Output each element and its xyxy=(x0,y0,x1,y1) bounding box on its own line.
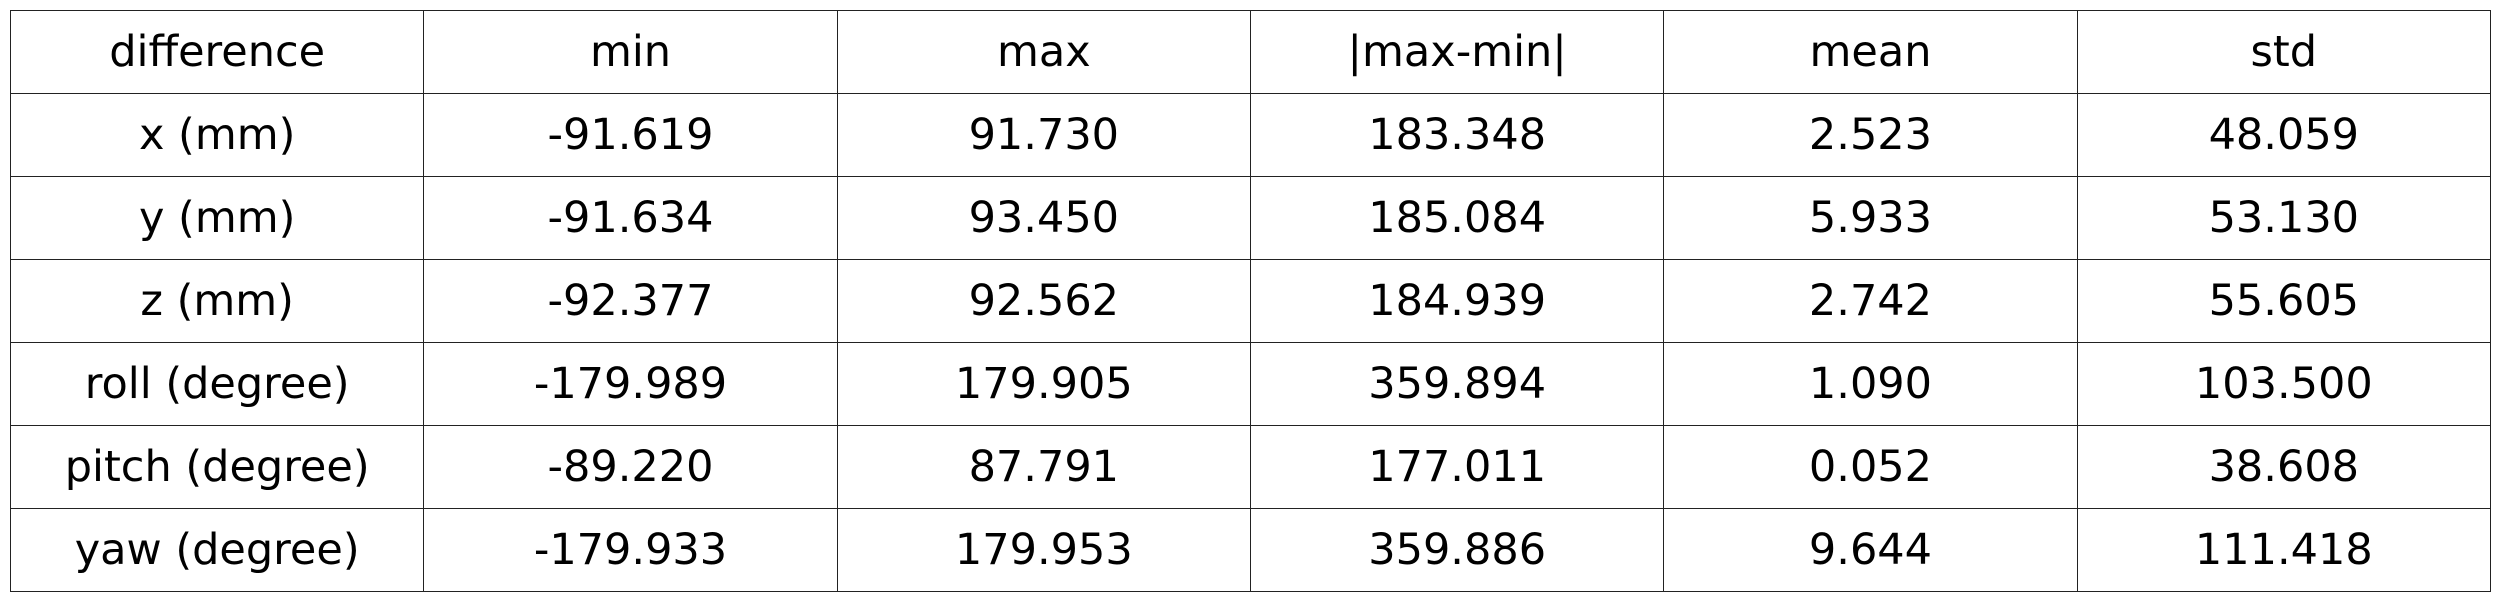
cell-mean: 2.742 xyxy=(1663,259,2078,343)
cell-std: 48.059 xyxy=(2076,93,2492,177)
cell-min: -91.634 xyxy=(423,176,838,260)
cell-range: 359.894 xyxy=(1249,342,1665,426)
cell-max: 179.953 xyxy=(836,508,1251,592)
column-header-range: |max-min| xyxy=(1249,10,1665,94)
cell-mean: 5.933 xyxy=(1663,176,2078,260)
cell-mean: 9.644 xyxy=(1663,508,2078,592)
row-label: pitch (degree) xyxy=(9,425,425,509)
table-row: x (mm) -91.619 91.730 183.348 2.523 48.0… xyxy=(9,93,2492,177)
cell-max: 92.562 xyxy=(836,259,1251,343)
row-label: yaw (degree) xyxy=(9,508,425,592)
cell-range: 185.084 xyxy=(1249,176,1665,260)
cell-max: 87.791 xyxy=(836,425,1251,509)
row-label: x (mm) xyxy=(9,93,425,177)
row-label: y (mm) xyxy=(9,176,425,260)
cell-std: 55.605 xyxy=(2076,259,2492,343)
row-label: z (mm) xyxy=(9,259,425,343)
cell-min: -91.619 xyxy=(423,93,838,177)
cell-std: 103.500 xyxy=(2076,342,2492,426)
column-header-max: max xyxy=(836,10,1251,94)
cell-range: 359.886 xyxy=(1249,508,1665,592)
table-row: z (mm) -92.377 92.562 184.939 2.742 55.6… xyxy=(9,259,2492,343)
cell-max: 179.905 xyxy=(836,342,1251,426)
statistics-table: difference min max |max-min| mean std x … xyxy=(9,10,2492,592)
cell-mean: 1.090 xyxy=(1663,342,2078,426)
cell-min: -92.377 xyxy=(423,259,838,343)
cell-mean: 0.052 xyxy=(1663,425,2078,509)
cell-mean: 2.523 xyxy=(1663,93,2078,177)
column-header-std: std xyxy=(2076,10,2492,94)
cell-std: 53.130 xyxy=(2076,176,2492,260)
cell-range: 184.939 xyxy=(1249,259,1665,343)
table-row: roll (degree) -179.989 179.905 359.894 1… xyxy=(9,342,2492,426)
column-header-min: min xyxy=(423,10,838,94)
cell-range: 183.348 xyxy=(1249,93,1665,177)
table-row: yaw (degree) -179.933 179.953 359.886 9.… xyxy=(9,508,2492,592)
cell-min: -179.989 xyxy=(423,342,838,426)
cell-std: 38.608 xyxy=(2076,425,2492,509)
column-header-mean: mean xyxy=(1663,10,2078,94)
cell-std: 111.418 xyxy=(2076,508,2492,592)
cell-range: 177.011 xyxy=(1249,425,1665,509)
cell-max: 93.450 xyxy=(836,176,1251,260)
column-header-difference: difference xyxy=(9,10,425,94)
header-row: difference min max |max-min| mean std xyxy=(9,10,2492,94)
cell-max: 91.730 xyxy=(836,93,1251,177)
table-row: pitch (degree) -89.220 87.791 177.011 0.… xyxy=(9,425,2492,509)
cell-min: -179.933 xyxy=(423,508,838,592)
row-label: roll (degree) xyxy=(9,342,425,426)
cell-min: -89.220 xyxy=(423,425,838,509)
table-row: y (mm) -91.634 93.450 185.084 5.933 53.1… xyxy=(9,176,2492,260)
